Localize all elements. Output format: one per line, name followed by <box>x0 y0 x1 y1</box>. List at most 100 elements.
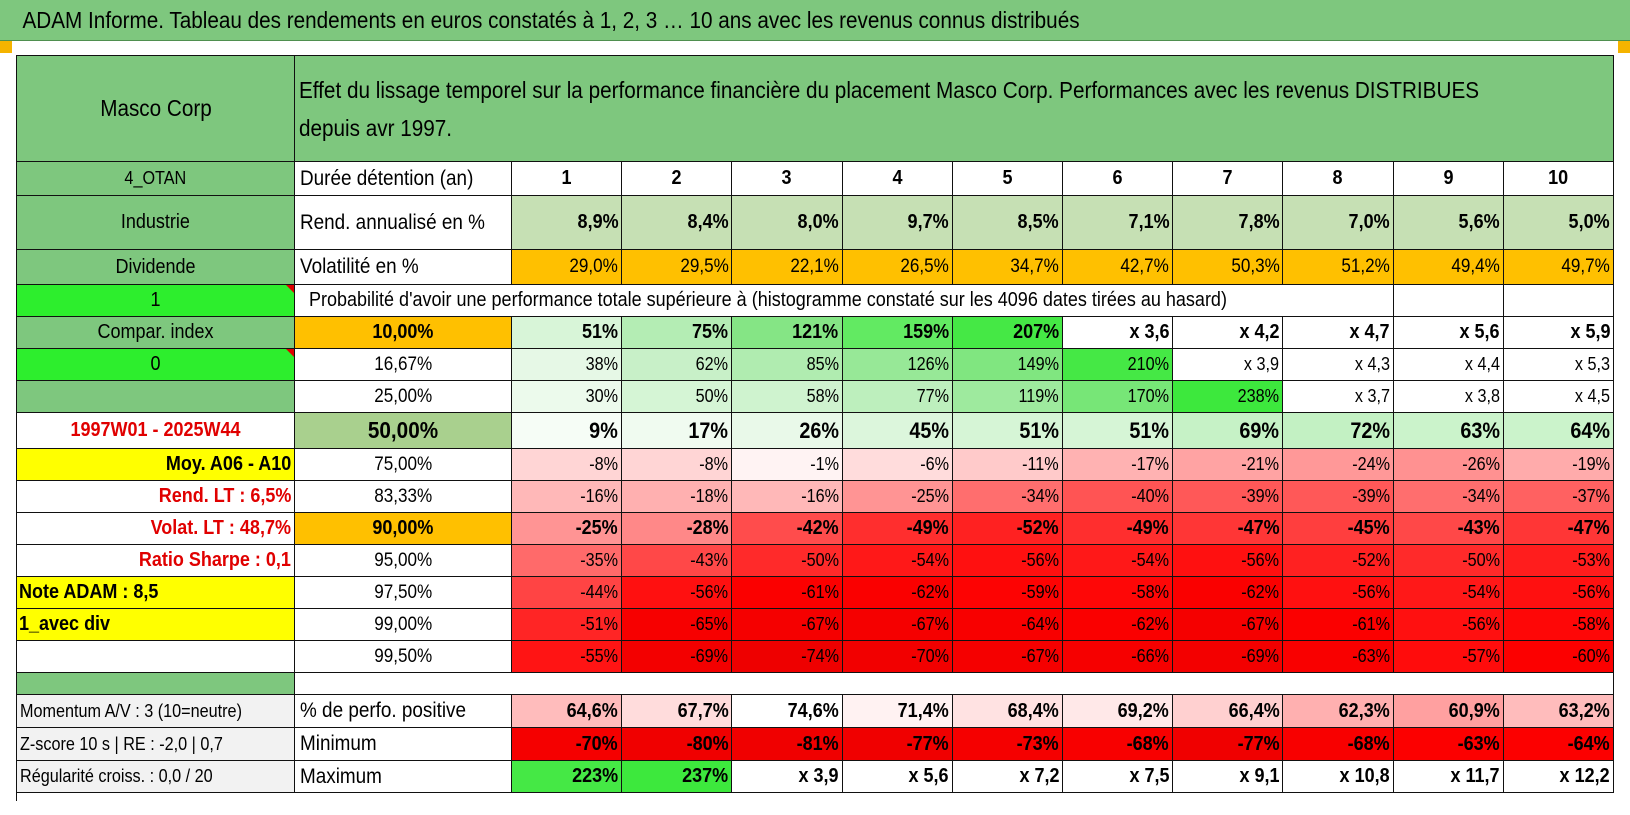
empty-cell <box>17 641 295 673</box>
quantile-value: -67% <box>1173 609 1284 641</box>
quantile-value: -57% <box>1393 641 1504 673</box>
quantile-value: x 3,7 <box>1283 381 1394 413</box>
quantile-value: -25% <box>842 481 953 513</box>
quantile-value: -28% <box>622 513 733 545</box>
momentum-cell: Momentum A/V : 3 (10=neutre) <box>17 695 295 728</box>
quantile-value: -54% <box>1062 545 1174 577</box>
quantile-value: -8% <box>512 449 623 481</box>
year-header-cell: 3 <box>732 162 843 196</box>
quantile-value: -8% <box>622 449 733 481</box>
regularity-cell: Régularité croiss. : 0,0 / 20 <box>17 761 295 793</box>
index-code-cell: 4_OTAN <box>17 162 295 196</box>
positive-performance-value: 69,2% <box>1062 695 1174 728</box>
quantile-value: -69% <box>1173 641 1284 673</box>
year-header-cell: 6 <box>1062 162 1174 196</box>
minimum-value: -77% <box>1173 728 1284 761</box>
quantile-value: -19% <box>1503 449 1614 481</box>
year-header-cell: 5 <box>952 162 1063 196</box>
quantile-value: -18% <box>622 481 733 513</box>
quantile-value: -60% <box>1503 641 1614 673</box>
sharpe-ratio-cell: Ratio Sharpe : 0,1 <box>17 545 295 577</box>
period-cell: 1997W01 - 2025W44 <box>17 413 295 449</box>
quantile-value: x 3,8 <box>1393 381 1504 413</box>
report-title-bar: ADAM Informe. Tableau des rendements en … <box>0 0 1630 41</box>
year-header-cell: 2 <box>622 162 733 196</box>
quantile-label: 10,00% <box>295 317 512 349</box>
quantile-value: 126% <box>842 349 953 381</box>
dividend-cell: Dividende <box>17 250 295 285</box>
adam-score-cell: Note ADAM : 8,5 <box>17 577 295 609</box>
annualized-return-value: 7,8% <box>1173 196 1284 250</box>
quantile-value: 45% <box>842 413 953 449</box>
volatility-value: 29,0% <box>512 250 623 285</box>
quantile-value: x 5,9 <box>1503 317 1614 349</box>
quantile-value: 63% <box>1393 413 1504 449</box>
empty-cell <box>1393 285 1504 317</box>
maximum-value: 223% <box>512 761 623 793</box>
quantile-value: -62% <box>1173 577 1284 609</box>
quantile-value: 51% <box>952 413 1063 449</box>
maximum-value: x 7,2 <box>952 761 1063 793</box>
corner-marker-left <box>0 41 12 53</box>
quantile-value: x 3,6 <box>1062 317 1174 349</box>
quantile-value: -56% <box>622 577 733 609</box>
quantile-label: 25,00% <box>295 381 512 413</box>
annualized-return-label: Rend. annualisé en % <box>295 196 512 250</box>
quantile-value: -47% <box>1503 513 1614 545</box>
quantile-value: -47% <box>1173 513 1284 545</box>
quantile-value: 64% <box>1503 413 1614 449</box>
quantile-value: -51% <box>512 609 623 641</box>
quantile-value: -56% <box>1283 577 1394 609</box>
year-header-cell: 7 <box>1173 162 1284 196</box>
quantile-value: 50% <box>622 381 733 413</box>
quantile-value: -74% <box>732 641 843 673</box>
quantile-value: 72% <box>1283 413 1394 449</box>
maximum-value: x 10,8 <box>1283 761 1394 793</box>
quantile-value: 58% <box>732 381 843 413</box>
volatility-value: 50,3% <box>1173 250 1284 285</box>
annualized-return-value: 7,0% <box>1283 196 1394 250</box>
minimum-value: -68% <box>1283 728 1394 761</box>
quantile-value: 9% <box>512 413 623 449</box>
quantile-value: -56% <box>952 545 1063 577</box>
volatility-label: Volatilité en % <box>295 250 512 285</box>
year-header-cell: 10 <box>1503 162 1614 196</box>
quantile-value: -44% <box>512 577 623 609</box>
quantile-value: -39% <box>1283 481 1394 513</box>
quantile-value: -25% <box>512 513 623 545</box>
quantile-value: -34% <box>1393 481 1504 513</box>
quantile-value: 77% <box>842 381 953 413</box>
quantile-value: -11% <box>952 449 1063 481</box>
quantile-label: 99,00% <box>295 609 512 641</box>
quantile-value: 170% <box>1062 381 1174 413</box>
quantile-value: 62% <box>622 349 733 381</box>
quantile-value: -59% <box>952 577 1063 609</box>
maximum-value: x 9,1 <box>1173 761 1284 793</box>
holding-duration-label: Durée détention (an) <box>295 162 512 196</box>
long-term-return-cell: Rend. LT : 6,5% <box>17 481 295 513</box>
annualized-return-value: 8,0% <box>732 196 843 250</box>
quantile-value: x 4,5 <box>1503 381 1614 413</box>
quantile-value: -52% <box>952 513 1063 545</box>
quantile-value: -67% <box>732 609 843 641</box>
quantile-value: -1% <box>732 449 843 481</box>
empty-cell <box>1503 285 1614 317</box>
minimum-value: -80% <box>622 728 733 761</box>
quantile-value: -61% <box>732 577 843 609</box>
quantile-value: -42% <box>732 513 843 545</box>
positive-performance-value: 63,2% <box>1503 695 1614 728</box>
quantile-value: 75% <box>622 317 733 349</box>
quantile-value: -56% <box>1173 545 1284 577</box>
positive-performance-value: 71,4% <box>842 695 953 728</box>
positive-performance-value: 67,7% <box>622 695 733 728</box>
quantile-value: -26% <box>1393 449 1504 481</box>
empty-green-cell <box>17 381 295 413</box>
year-header-cell: 9 <box>1393 162 1504 196</box>
annualized-return-value: 8,5% <box>952 196 1063 250</box>
maximum-value: x 11,7 <box>1393 761 1504 793</box>
minimum-value: -64% <box>1503 728 1614 761</box>
quantile-value: x 4,7 <box>1283 317 1394 349</box>
flag-one-cell: 1 <box>17 285 295 317</box>
quantile-value: 119% <box>952 381 1063 413</box>
quantile-value: 17% <box>622 413 733 449</box>
